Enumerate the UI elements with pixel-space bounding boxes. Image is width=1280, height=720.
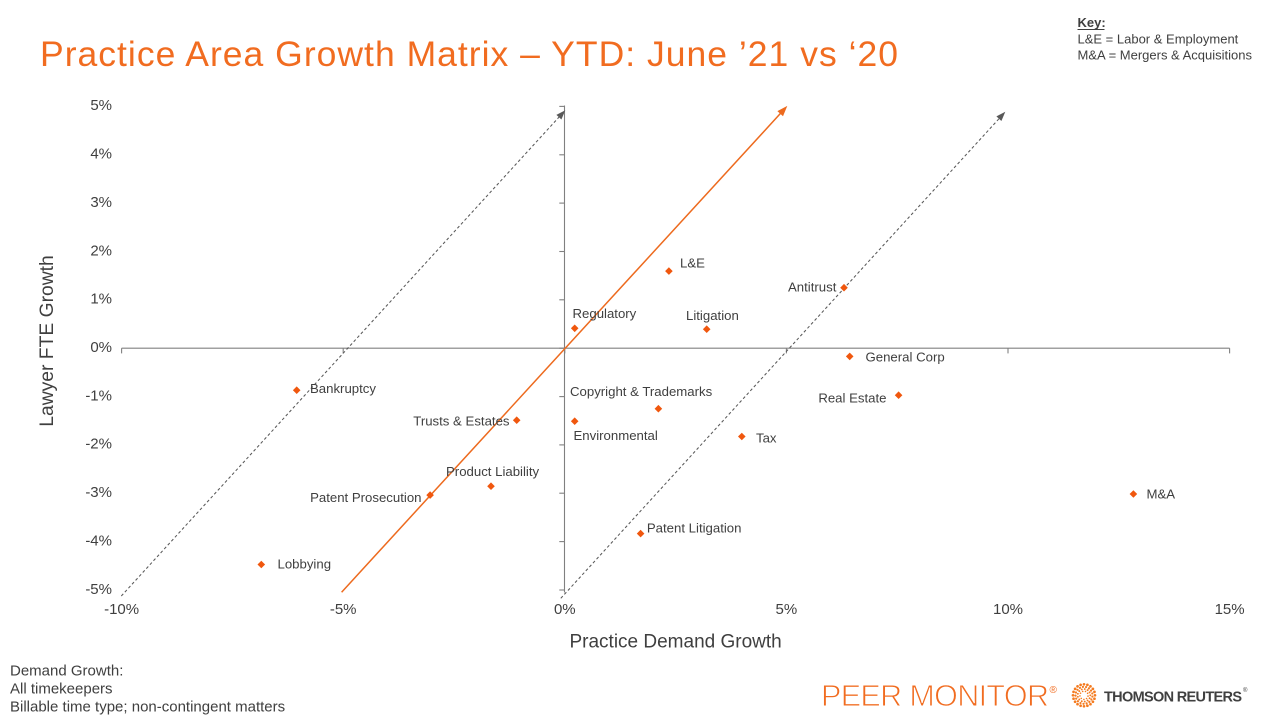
svg-text:4%: 4% [90, 146, 112, 163]
svg-text:10%: 10% [993, 601, 1023, 618]
svg-text:®: ® [1243, 687, 1248, 694]
svg-text:THOMSON REUTERS: THOMSON REUTERS [1104, 689, 1242, 705]
svg-text:Regulatory: Regulatory [573, 306, 637, 321]
svg-text:3%: 3% [90, 194, 112, 211]
svg-text:Bankruptcy: Bankruptcy [310, 381, 376, 396]
svg-text:Billable time type; non-contin: Billable time type; non-contingent matte… [10, 699, 285, 716]
svg-text:Trusts & Estates: Trusts & Estates [413, 414, 510, 429]
svg-text:®: ® [1050, 685, 1058, 696]
svg-text:-2%: -2% [85, 436, 112, 453]
svg-text:Antitrust: Antitrust [788, 279, 837, 294]
svg-text:0%: 0% [90, 339, 112, 356]
svg-text:General Corp: General Corp [866, 349, 945, 364]
svg-text:Lobbying: Lobbying [278, 557, 332, 572]
svg-text:M&A: M&A [1147, 487, 1176, 502]
svg-text:PEER MONITOR: PEER MONITOR [821, 679, 1049, 713]
svg-text:-5%: -5% [330, 601, 357, 618]
svg-text:Litigation: Litigation [686, 308, 739, 323]
svg-text:L&E: L&E [680, 255, 705, 270]
svg-text:M&A = Mergers & Acquisitions: M&A = Mergers & Acquisitions [1078, 48, 1253, 63]
svg-text:0%: 0% [554, 601, 576, 618]
svg-text:Practice Area Growth Matrix –: Practice Area Growth Matrix – YTD: June … [40, 34, 898, 74]
svg-text:Copyright & Trademarks: Copyright & Trademarks [570, 384, 713, 399]
svg-text:5%: 5% [90, 97, 112, 114]
svg-text:-1%: -1% [85, 387, 112, 404]
svg-text:-3%: -3% [85, 484, 112, 501]
svg-text:-4%: -4% [85, 532, 112, 549]
svg-text:Demand Growth:: Demand Growth: [10, 663, 123, 680]
svg-text:1%: 1% [90, 291, 112, 308]
svg-text:Tax: Tax [756, 430, 777, 445]
svg-text:2%: 2% [90, 242, 112, 259]
svg-text:Product Liability: Product Liability [446, 464, 539, 479]
svg-text:Patent Litigation: Patent Litigation [647, 521, 742, 536]
svg-text:Environmental: Environmental [574, 428, 658, 443]
svg-text:Patent Prosecution: Patent Prosecution [310, 490, 421, 505]
svg-text:L&E = Labor & Employment: L&E = Labor & Employment [1078, 32, 1239, 47]
svg-text:-5%: -5% [85, 581, 112, 598]
svg-text:Lawyer FTE Growth: Lawyer FTE Growth [37, 255, 58, 426]
svg-text:Practice Demand Growth: Practice Demand Growth [569, 632, 781, 653]
svg-text:Key:: Key: [1078, 15, 1106, 30]
svg-text:5%: 5% [776, 601, 798, 618]
svg-text:All timekeepers: All timekeepers [10, 681, 113, 698]
svg-text:15%: 15% [1215, 601, 1245, 618]
svg-text:-10%: -10% [104, 601, 139, 618]
svg-text:Real Estate: Real Estate [818, 390, 886, 405]
